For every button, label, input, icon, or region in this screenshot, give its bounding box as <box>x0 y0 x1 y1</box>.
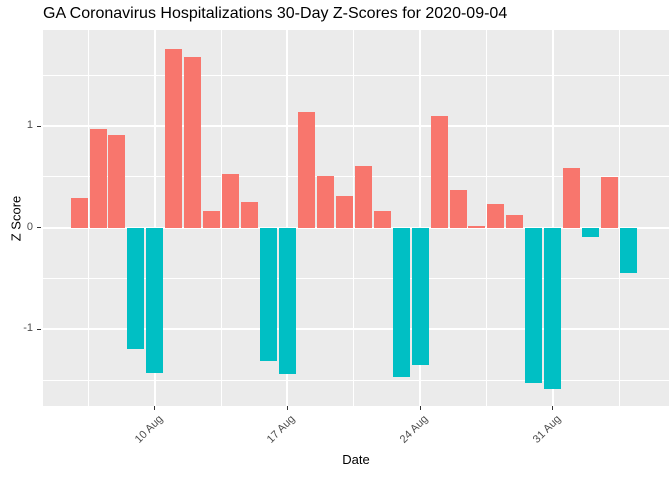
gridline-y-major <box>43 328 669 331</box>
bar <box>203 211 221 228</box>
x-tick-label: 24 Aug <box>397 413 431 446</box>
bar <box>525 227 543 384</box>
x-tick-mark <box>154 406 156 410</box>
x-tick-label: 17 Aug <box>265 413 298 446</box>
bar <box>506 214 524 228</box>
bar <box>601 176 619 228</box>
bar <box>165 48 183 228</box>
x-tick-label: 10 Aug <box>132 413 166 446</box>
bar <box>487 204 505 228</box>
bar <box>449 190 467 228</box>
x-tick-mark <box>419 406 421 410</box>
x-tick-mark <box>552 406 554 410</box>
bar <box>297 111 315 228</box>
bar <box>89 129 107 228</box>
bar <box>582 227 600 237</box>
bar <box>127 227 145 349</box>
bar <box>354 165 372 228</box>
y-tick-label: 0 <box>26 220 33 233</box>
gridline-x-minor <box>485 30 487 406</box>
gridline-x-major <box>286 30 289 406</box>
bar <box>468 225 486 228</box>
x-tick-label: 31 Aug <box>530 413 564 446</box>
bar <box>241 202 258 228</box>
gridline-y-major <box>43 226 669 229</box>
y-tick-mark <box>37 328 41 330</box>
bar <box>335 196 353 228</box>
gridline-x-minor <box>353 30 355 406</box>
bar <box>411 227 429 365</box>
gridline-x-major <box>153 30 156 406</box>
gridline-x-major <box>419 30 422 406</box>
gridline-x-minor <box>88 30 89 406</box>
bar <box>392 227 410 378</box>
bar <box>278 227 296 374</box>
y-tick-mark <box>37 227 41 229</box>
gridline-x-minor <box>618 30 620 406</box>
bar <box>146 227 164 373</box>
y-tick-mark <box>37 125 41 127</box>
bar <box>222 173 240 228</box>
bar <box>184 57 202 228</box>
bar <box>544 227 562 390</box>
gridline-y-minor <box>43 379 669 381</box>
plot-panel <box>43 30 669 406</box>
y-axis-title: Z Score <box>8 195 24 242</box>
bar <box>70 198 88 228</box>
bar <box>316 175 334 228</box>
bar <box>620 227 637 274</box>
gridline-x-major <box>551 30 554 406</box>
gridline-y-major <box>43 125 669 128</box>
bar <box>260 227 277 361</box>
bar <box>373 211 391 228</box>
y-tick-label: 1 <box>26 119 33 132</box>
gridline-y-minor <box>43 74 669 76</box>
chart-title: GA Coronavirus Hospitalizations 30-Day Z… <box>43 5 508 22</box>
bar <box>563 167 581 228</box>
bar <box>430 115 448 228</box>
bar <box>108 135 126 228</box>
x-tick-mark <box>286 406 288 410</box>
y-tick-label: -1 <box>23 322 33 335</box>
x-axis-title: Date <box>342 452 370 467</box>
gridline-x-minor <box>220 30 222 406</box>
gridline-y-minor <box>43 278 669 279</box>
